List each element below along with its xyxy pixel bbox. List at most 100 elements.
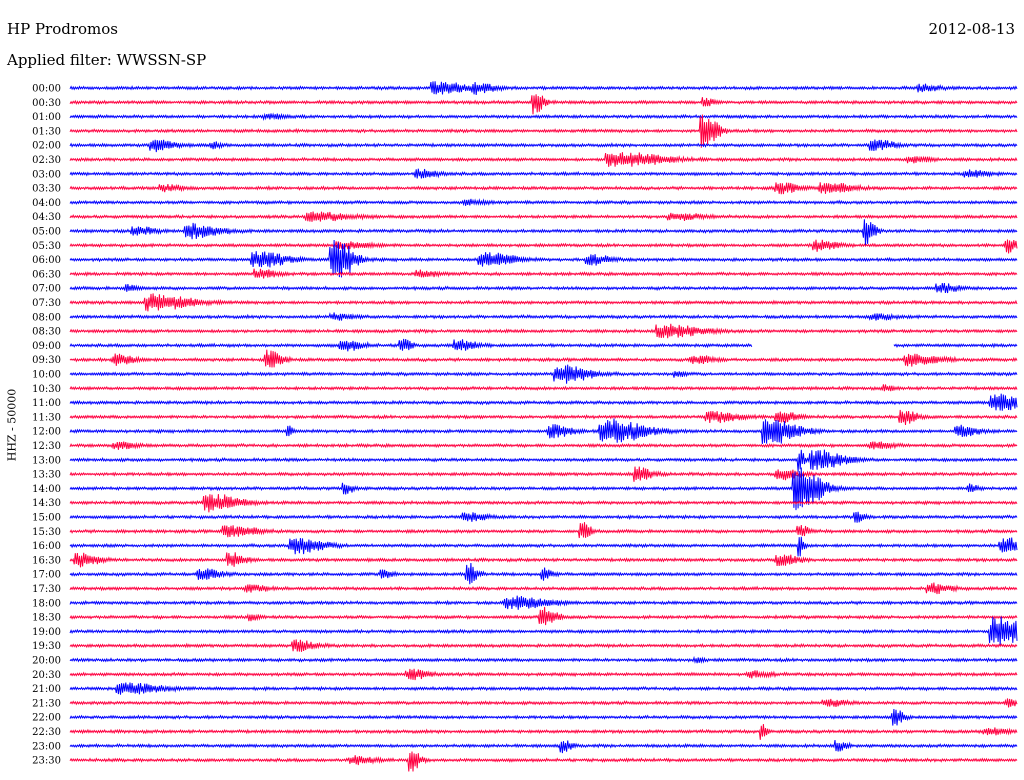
time-tick-label: 22:30 [32,727,61,738]
trace-line [69,723,1018,740]
trace-line [69,384,1018,392]
trace-line [69,522,1018,539]
trace-line [69,239,1018,278]
time-tick-label: 07:30 [32,298,61,309]
time-tick-label: 02:00 [32,141,61,152]
trace-line [69,364,1018,384]
trace-line [69,582,1018,595]
trace-line [69,112,1018,122]
trace-line [69,409,1018,426]
time-tick-label: 19:00 [32,627,61,638]
trace-line [69,211,1018,222]
trace-line [69,751,1018,772]
trace-line [69,606,1018,626]
time-tick-label: 22:00 [32,713,61,724]
time-tick-label: 06:00 [32,255,61,266]
trace-line [69,441,1018,450]
time-tick-label: 12:30 [32,441,61,452]
time-tick-label: 13:00 [32,455,61,466]
time-tick-label: 11:30 [32,412,61,423]
time-tick-label: 04:30 [32,212,61,223]
time-tick-label: 09:30 [32,355,61,366]
time-tick-label: 15:00 [32,513,61,524]
trace-line [69,682,1018,695]
seismic-traces [69,81,1018,772]
time-tick-label: 21:00 [32,684,61,695]
trace-line [69,81,1018,96]
trace-line [69,323,1018,339]
trace-line [69,139,1018,153]
time-tick-label: 20:00 [32,656,61,667]
trace-line [69,219,1018,246]
trace-line [69,449,1018,472]
time-tick-label: 07:00 [32,284,61,295]
time-tick-label: 21:30 [32,698,61,709]
trace-line [69,293,1018,312]
time-tick-label: 16:00 [32,541,61,552]
trace-line [69,562,1018,585]
trace-line [69,668,1018,681]
time-tick-labels: 00:00 00:30 01:00 01:30 02:00 02:30 03:00 03:30… [32,84,61,767]
station-name: HP Prodromos [7,20,118,38]
trace-line [69,511,1018,523]
filter-label: Applied filter: WWSSN-SP [7,51,207,69]
trace-line [69,182,1018,195]
time-tick-label: 11:00 [32,398,61,409]
time-tick-label: 09:00 [32,341,61,352]
time-tick-label: 12:00 [32,427,61,438]
time-tick-label: 02:30 [32,155,61,166]
time-tick-label: 03:30 [32,184,61,195]
trace-line [69,393,1018,411]
time-tick-label: 23:30 [32,756,61,767]
time-tick-label: 00:30 [32,98,61,109]
time-tick-label: 18:00 [32,598,61,609]
time-tick-label: 08:00 [32,312,61,323]
time-tick-label: 10:30 [32,384,61,395]
trace-line [69,595,1018,610]
trace-line [69,616,1018,645]
time-tick-label: 10:00 [32,370,61,381]
time-tick-label: 01:30 [32,126,61,137]
time-tick-label: 16:30 [32,555,61,566]
trace-line [69,239,1018,254]
trace-line [69,312,1018,321]
trace-line [69,494,1018,513]
time-tick-label: 17:00 [32,570,61,581]
record-date: 2012-08-13 [928,20,1015,38]
trace-line [69,552,1018,568]
trace-line [69,268,1018,279]
time-tick-label: 23:00 [32,741,61,752]
time-tick-label: 15:30 [32,527,61,538]
trace-line [69,152,1018,167]
trace-line [69,536,1018,557]
time-tick-label: 00:00 [32,84,61,95]
time-tick-label: 06:30 [32,269,61,280]
trace-line [69,198,1018,207]
time-tick-label: 14:00 [32,484,61,495]
time-tick-label: 01:00 [32,112,61,123]
trace-line [69,94,1018,115]
time-tick-label: 05:00 [32,227,61,238]
time-tick-label: 14:30 [32,498,61,509]
time-tick-label: 13:30 [32,470,61,481]
time-tick-label: 08:30 [32,327,61,338]
trace-line [69,467,1018,511]
trace-line [69,639,1018,652]
time-tick-label: 19:30 [32,641,61,652]
time-tick-label: 03:00 [32,169,61,180]
time-tick-label: 05:30 [32,241,61,252]
trace-line [69,349,1018,368]
trace-line [69,698,1018,708]
trace-line [69,114,1018,148]
trace-line [69,466,1018,482]
trace-line [69,338,1018,352]
trace-line [69,283,1018,294]
time-tick-label: 04:00 [32,198,61,209]
trace-line [69,168,1018,179]
trace-line [69,708,1018,726]
trace-line [69,418,1018,444]
time-tick-label: 17:30 [32,584,61,595]
trace-line [69,655,1018,664]
time-tick-label: 18:30 [32,613,61,624]
